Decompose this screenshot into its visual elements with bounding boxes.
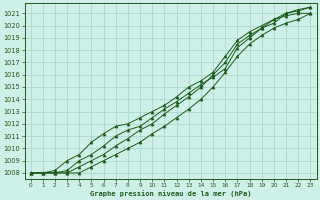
X-axis label: Graphe pression niveau de la mer (hPa): Graphe pression niveau de la mer (hPa) (90, 190, 251, 197)
